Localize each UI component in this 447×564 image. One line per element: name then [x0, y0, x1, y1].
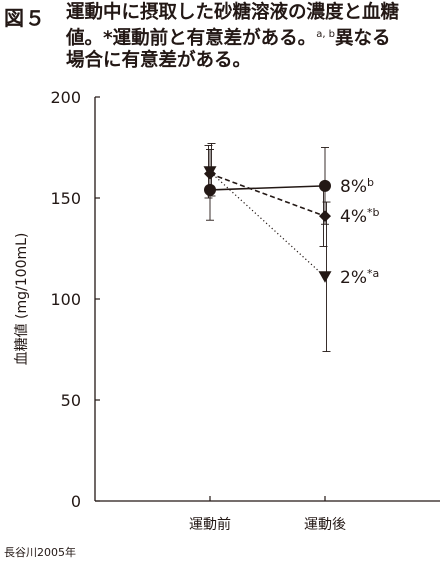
- series-superscript-3: *a: [367, 267, 379, 280]
- title-line-1: 運動中に摂取した砂糖溶液の濃度と血糖: [66, 2, 400, 23]
- series-superscript-1: b: [367, 176, 374, 189]
- series-line-2: [209, 173, 326, 217]
- title-line-2-main: 値。*運動前と有意差がある。: [66, 28, 317, 49]
- axes: 0 50 100 150 200 運動前 運動後 血糖値 (mg/100mL): [14, 88, 440, 533]
- series-line-3: [209, 171, 326, 278]
- title-line-2: 値。*運動前と有意差がある。a, b異なる: [66, 24, 446, 50]
- figure-label: 図５: [4, 6, 46, 30]
- marker-1-1: [204, 183, 216, 196]
- series-name-3: 2%: [340, 268, 367, 288]
- y-tick-label-100: 100: [50, 290, 81, 309]
- series-label-1: 8%b: [340, 176, 374, 197]
- series-label-2: 4%*b: [340, 206, 379, 227]
- series-line-1: [209, 185, 326, 191]
- series-markers: [203, 166, 332, 283]
- error-bars: [204, 143, 331, 352]
- title-line-2-tail: 異なる: [335, 28, 391, 49]
- title-superscript: a, b: [316, 29, 336, 40]
- marker-2-2: [319, 210, 331, 223]
- series-lines: [209, 171, 326, 278]
- x-tick-label-1: 運動前: [189, 516, 231, 533]
- series-superscript-2: *b: [367, 206, 380, 219]
- y-tick-label-150: 150: [50, 189, 81, 208]
- series-label-3: 2%*a: [340, 267, 379, 288]
- source-note: 長谷川2005年: [4, 546, 76, 559]
- y-axis-label: 血糖値 (mg/100mL): [14, 233, 30, 366]
- y-tick-label-0: 0: [71, 492, 81, 511]
- y-tick-label-50: 50: [61, 391, 81, 410]
- series-name-1: 8%: [340, 177, 367, 197]
- marker-3-2: [318, 271, 332, 283]
- series-labels: 8%b 4%*b 2%*a: [340, 176, 379, 288]
- y-tick-label-200: 200: [50, 88, 81, 107]
- figure-title: 運動中に摂取した砂糖溶液の濃度と血糖 値。*運動前と有意差がある。a, b異なる…: [66, 2, 446, 72]
- x-tick-label-2: 運動後: [304, 517, 346, 533]
- series-name-2: 4%: [340, 207, 367, 227]
- title-line-3: 場合に有意差がある。: [66, 50, 252, 71]
- marker-3-1: [203, 166, 217, 178]
- marker-1-2: [319, 179, 331, 192]
